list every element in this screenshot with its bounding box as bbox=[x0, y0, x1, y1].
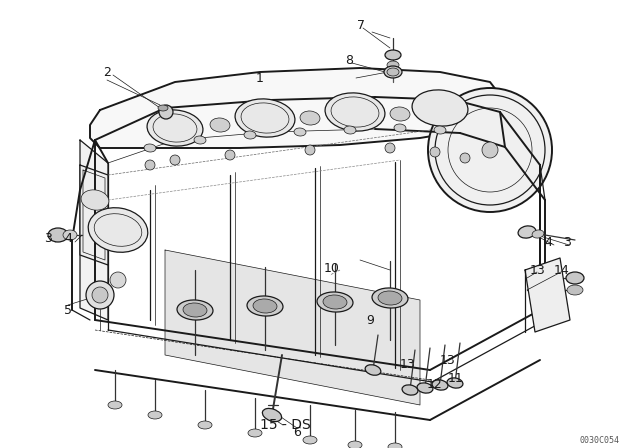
Ellipse shape bbox=[566, 272, 584, 284]
Ellipse shape bbox=[244, 131, 256, 139]
Circle shape bbox=[159, 105, 173, 119]
Ellipse shape bbox=[294, 128, 306, 136]
Circle shape bbox=[145, 160, 155, 170]
Ellipse shape bbox=[348, 441, 362, 448]
Ellipse shape bbox=[402, 385, 418, 395]
Ellipse shape bbox=[388, 443, 402, 448]
Ellipse shape bbox=[412, 90, 468, 126]
Ellipse shape bbox=[323, 295, 347, 309]
Text: 15 - DS: 15 - DS bbox=[260, 418, 310, 432]
Ellipse shape bbox=[378, 291, 402, 305]
Text: 1: 1 bbox=[256, 72, 264, 85]
Circle shape bbox=[430, 147, 440, 157]
Ellipse shape bbox=[384, 66, 402, 78]
Ellipse shape bbox=[210, 118, 230, 132]
Text: 14: 14 bbox=[554, 263, 570, 276]
Circle shape bbox=[482, 142, 498, 158]
Text: 2: 2 bbox=[103, 65, 111, 78]
Circle shape bbox=[460, 153, 470, 163]
Polygon shape bbox=[90, 68, 500, 148]
Circle shape bbox=[92, 287, 108, 303]
Ellipse shape bbox=[387, 61, 399, 69]
Ellipse shape bbox=[147, 110, 203, 146]
Polygon shape bbox=[80, 140, 108, 320]
Ellipse shape bbox=[177, 300, 213, 320]
Text: 3: 3 bbox=[44, 232, 52, 245]
Text: 0030C054: 0030C054 bbox=[580, 435, 620, 444]
Circle shape bbox=[225, 150, 235, 160]
Text: 10: 10 bbox=[324, 262, 340, 275]
Ellipse shape bbox=[158, 105, 168, 111]
Ellipse shape bbox=[417, 383, 433, 393]
Circle shape bbox=[305, 145, 315, 155]
Circle shape bbox=[428, 88, 552, 212]
Ellipse shape bbox=[183, 303, 207, 317]
Text: 4: 4 bbox=[544, 236, 552, 249]
Ellipse shape bbox=[48, 228, 68, 242]
Text: 12: 12 bbox=[427, 379, 443, 392]
Ellipse shape bbox=[344, 126, 356, 134]
Ellipse shape bbox=[148, 411, 162, 419]
Ellipse shape bbox=[447, 378, 463, 388]
Circle shape bbox=[170, 155, 180, 165]
Ellipse shape bbox=[253, 299, 277, 313]
Ellipse shape bbox=[300, 111, 320, 125]
Ellipse shape bbox=[262, 409, 282, 422]
Ellipse shape bbox=[365, 365, 381, 375]
Polygon shape bbox=[165, 250, 420, 405]
Ellipse shape bbox=[88, 208, 148, 252]
Ellipse shape bbox=[385, 50, 401, 60]
Polygon shape bbox=[525, 258, 570, 332]
Ellipse shape bbox=[387, 68, 399, 76]
Ellipse shape bbox=[372, 288, 408, 308]
Ellipse shape bbox=[518, 226, 536, 238]
Ellipse shape bbox=[390, 107, 410, 121]
Ellipse shape bbox=[144, 144, 156, 152]
Ellipse shape bbox=[81, 190, 109, 210]
Text: 7: 7 bbox=[357, 18, 365, 31]
Ellipse shape bbox=[567, 285, 583, 295]
Polygon shape bbox=[80, 165, 108, 265]
Text: 13: 13 bbox=[400, 358, 416, 371]
Ellipse shape bbox=[532, 230, 544, 238]
Ellipse shape bbox=[63, 230, 77, 240]
Text: 3: 3 bbox=[563, 236, 571, 249]
Ellipse shape bbox=[325, 93, 385, 131]
Ellipse shape bbox=[434, 126, 446, 134]
Text: 6: 6 bbox=[293, 426, 301, 439]
Text: 13: 13 bbox=[440, 353, 456, 366]
Ellipse shape bbox=[303, 436, 317, 444]
Ellipse shape bbox=[432, 380, 448, 390]
Circle shape bbox=[110, 272, 126, 288]
Ellipse shape bbox=[198, 421, 212, 429]
Ellipse shape bbox=[194, 136, 206, 144]
Ellipse shape bbox=[247, 296, 283, 316]
Text: 13: 13 bbox=[530, 263, 546, 276]
Text: 4: 4 bbox=[64, 232, 72, 245]
Ellipse shape bbox=[248, 429, 262, 437]
Text: 11: 11 bbox=[448, 371, 464, 384]
Text: 5: 5 bbox=[64, 303, 72, 316]
Ellipse shape bbox=[394, 124, 406, 132]
Text: 8: 8 bbox=[345, 53, 353, 66]
Circle shape bbox=[86, 281, 114, 309]
Circle shape bbox=[385, 143, 395, 153]
Text: 9: 9 bbox=[366, 314, 374, 327]
Ellipse shape bbox=[317, 292, 353, 312]
Ellipse shape bbox=[235, 99, 295, 137]
Ellipse shape bbox=[108, 401, 122, 409]
